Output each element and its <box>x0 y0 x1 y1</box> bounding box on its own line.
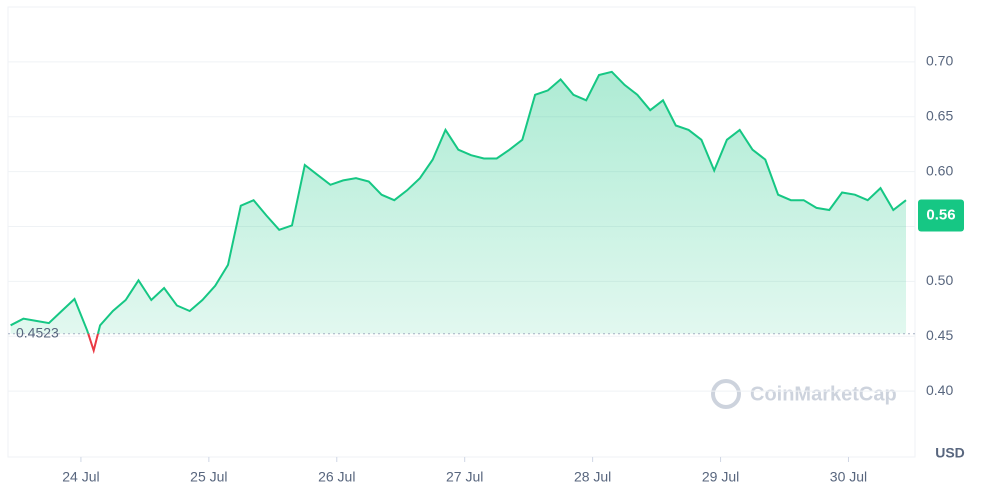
y-tick-label: 0.50 <box>926 272 953 288</box>
x-tick-label: 29 Jul <box>702 469 739 485</box>
y-unit: USD <box>935 445 965 461</box>
reference-label: 0.4523 <box>16 324 59 340</box>
x-tick-label: 28 Jul <box>574 469 611 485</box>
x-tick-label: 25 Jul <box>190 469 227 485</box>
watermark: CoinMarketCap <box>711 379 897 409</box>
x-tick-label: 30 Jul <box>830 469 867 485</box>
x-tick-label: 26 Jul <box>318 469 355 485</box>
price-badge-label: 0.56 <box>926 207 955 224</box>
y-tick-label: 0.60 <box>926 162 953 178</box>
price-line <box>10 70 907 334</box>
y-tick-label: 0.65 <box>926 107 953 123</box>
watermark-text: CoinMarketCap <box>750 383 897 405</box>
price-area <box>10 71 907 334</box>
plot-frame <box>7 6 916 458</box>
y-tick-label: 0.70 <box>926 53 953 69</box>
y-tick-label: 0.40 <box>926 382 953 398</box>
x-tick-label: 27 Jul <box>446 469 483 485</box>
y-tick-label: 0.45 <box>926 327 953 343</box>
price-badge <box>918 199 964 232</box>
x-tick-label: 24 Jul <box>62 469 99 485</box>
